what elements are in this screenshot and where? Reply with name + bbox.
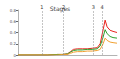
svg-text:0.4: 0.4	[10, 30, 17, 35]
svg-text:0.8: 0.8	[10, 8, 17, 13]
svg-text:3: 3	[92, 4, 95, 10]
svg-text:0: 0	[13, 53, 16, 58]
svg-text:Stages: Stages	[50, 5, 70, 13]
svg-text:1: 1	[40, 4, 43, 10]
svg-text:0.2: 0.2	[10, 41, 17, 46]
svg-text:0.6: 0.6	[10, 19, 17, 24]
svg-text:4: 4	[101, 4, 104, 10]
